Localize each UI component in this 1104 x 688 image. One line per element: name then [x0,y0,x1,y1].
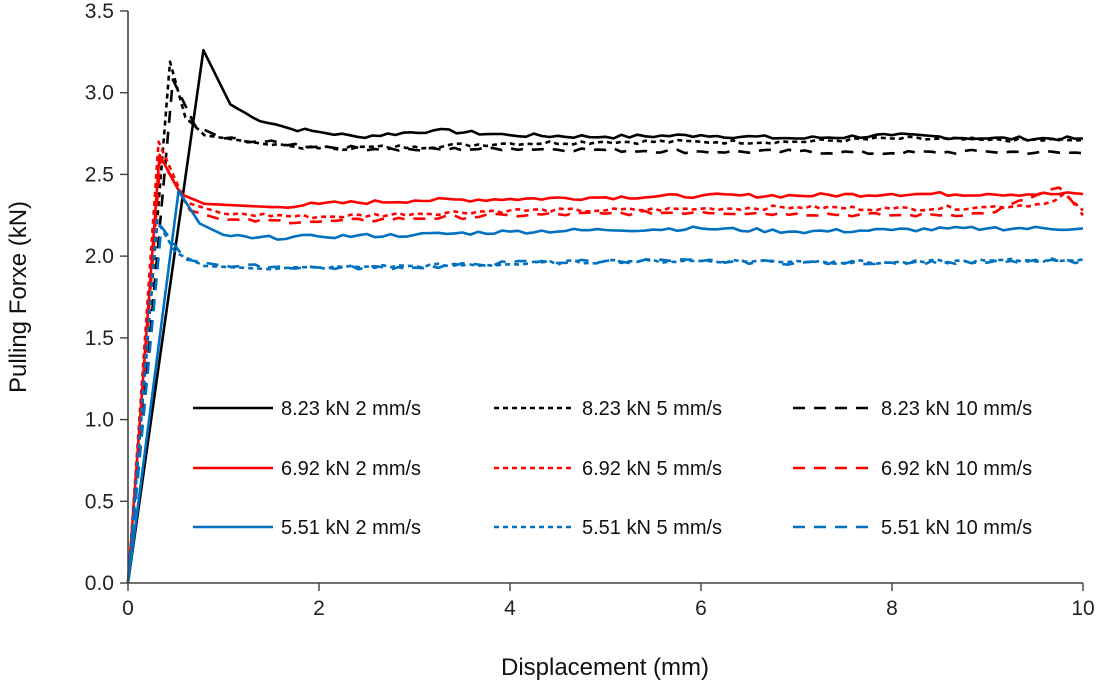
x-tick-label: 2 [313,597,325,620]
series-line [126,140,1084,584]
legend-item: 5.51 kN 5 mm/s [494,517,722,539]
legend-item: 8.23 kN 10 mm/s [793,398,1032,420]
y-tick-label: 0.5 [85,490,114,513]
series-line [126,60,1084,584]
y-tick-label: 1.0 [85,409,114,432]
y-tick-label: 1.5 [85,327,114,350]
series-line [126,156,1085,584]
y-tick-label: 3.0 [85,82,114,105]
legend-label: 6.92 kN 5 mm/s [582,458,722,480]
x-tick-label: 10 [1071,597,1094,620]
legend-label: 6.92 kN 10 mm/s [881,458,1032,480]
legend-label: 5.51 kN 5 mm/s [582,517,722,539]
legend-label: 8.23 kN 5 mm/s [582,398,722,420]
legend-item: 5.51 kN 2 mm/s [193,517,421,539]
series-layer [126,48,1085,584]
y-tick-label: 2.5 [85,163,114,186]
legend-label: 6.92 kN 2 mm/s [281,458,421,480]
axes [127,11,1083,584]
legend-item: 8.23 kN 2 mm/s [193,398,421,420]
y-axis-title: Pulling Forxe (kN) [5,201,32,393]
x-tick-label: 0 [122,597,134,620]
series-line [126,225,1084,584]
legend: 8.23 kN 2 mm/s 8.23 kN 5 mm/s 8.23 kN 10 m… [193,398,1032,539]
series-line [126,153,1084,584]
x-tick-label: 6 [695,597,707,620]
y-ticks: 0.0 0.5 1.0 1.5 2.0 2.5 3.0 3.5 [85,0,128,595]
x-tick-label: 8 [886,597,898,620]
legend-item: 8.23 kN 5 mm/s [494,398,722,420]
legend-item: 6.92 kN 10 mm/s [793,458,1032,480]
x-tick-label: 4 [504,597,516,620]
legend-label: 8.23 kN 10 mm/s [881,398,1032,420]
x-ticks: 0 2 4 6 8 10 [122,583,1095,620]
y-tick-label: 2.0 [85,245,114,268]
y-tick-label: 0.0 [85,572,114,595]
legend-label: 5.51 kN 2 mm/s [281,517,421,539]
legend-label: 8.23 kN 2 mm/s [281,398,421,420]
legend-item: 6.92 kN 5 mm/s [494,458,722,480]
legend-item: 5.51 kN 10 mm/s [793,517,1032,539]
series-line [126,48,1084,584]
y-tick-label: 3.5 [85,0,114,23]
x-axis-title: Displacement (mm) [501,654,709,681]
legend-item: 6.92 kN 2 mm/s [193,458,421,480]
series-line [126,78,1084,584]
legend-label: 5.51 kN 10 mm/s [881,517,1032,539]
series-line [126,189,1084,584]
